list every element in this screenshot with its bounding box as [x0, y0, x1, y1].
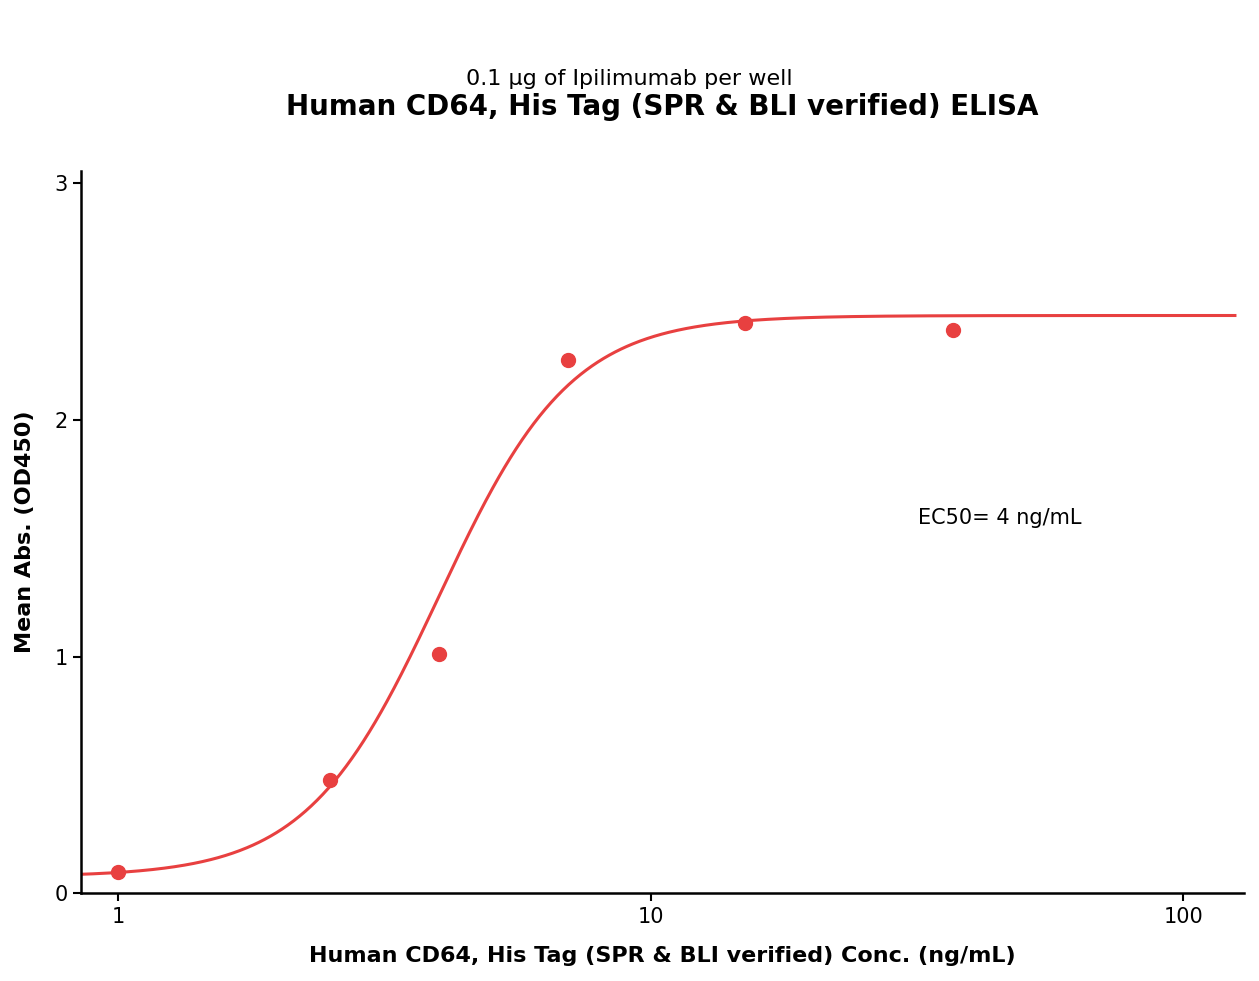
Point	[320, 772, 340, 788]
Text: EC50= 4 ng/mL: EC50= 4 ng/mL	[918, 508, 1081, 528]
Point	[429, 646, 449, 662]
Point	[734, 315, 754, 331]
Text: 0.1 μg of Ipilimumab per well: 0.1 μg of Ipilimumab per well	[466, 69, 793, 88]
Y-axis label: Mean Abs. (OD450): Mean Abs. (OD450)	[15, 411, 35, 653]
Point	[943, 322, 963, 337]
Point	[558, 352, 578, 368]
X-axis label: Human CD64, His Tag (SPR & BLI verified) Conc. (ng/mL): Human CD64, His Tag (SPR & BLI verified)…	[310, 946, 1016, 966]
Title: Human CD64, His Tag (SPR & BLI verified) ELISA: Human CD64, His Tag (SPR & BLI verified)…	[286, 93, 1039, 122]
Point	[108, 864, 128, 880]
